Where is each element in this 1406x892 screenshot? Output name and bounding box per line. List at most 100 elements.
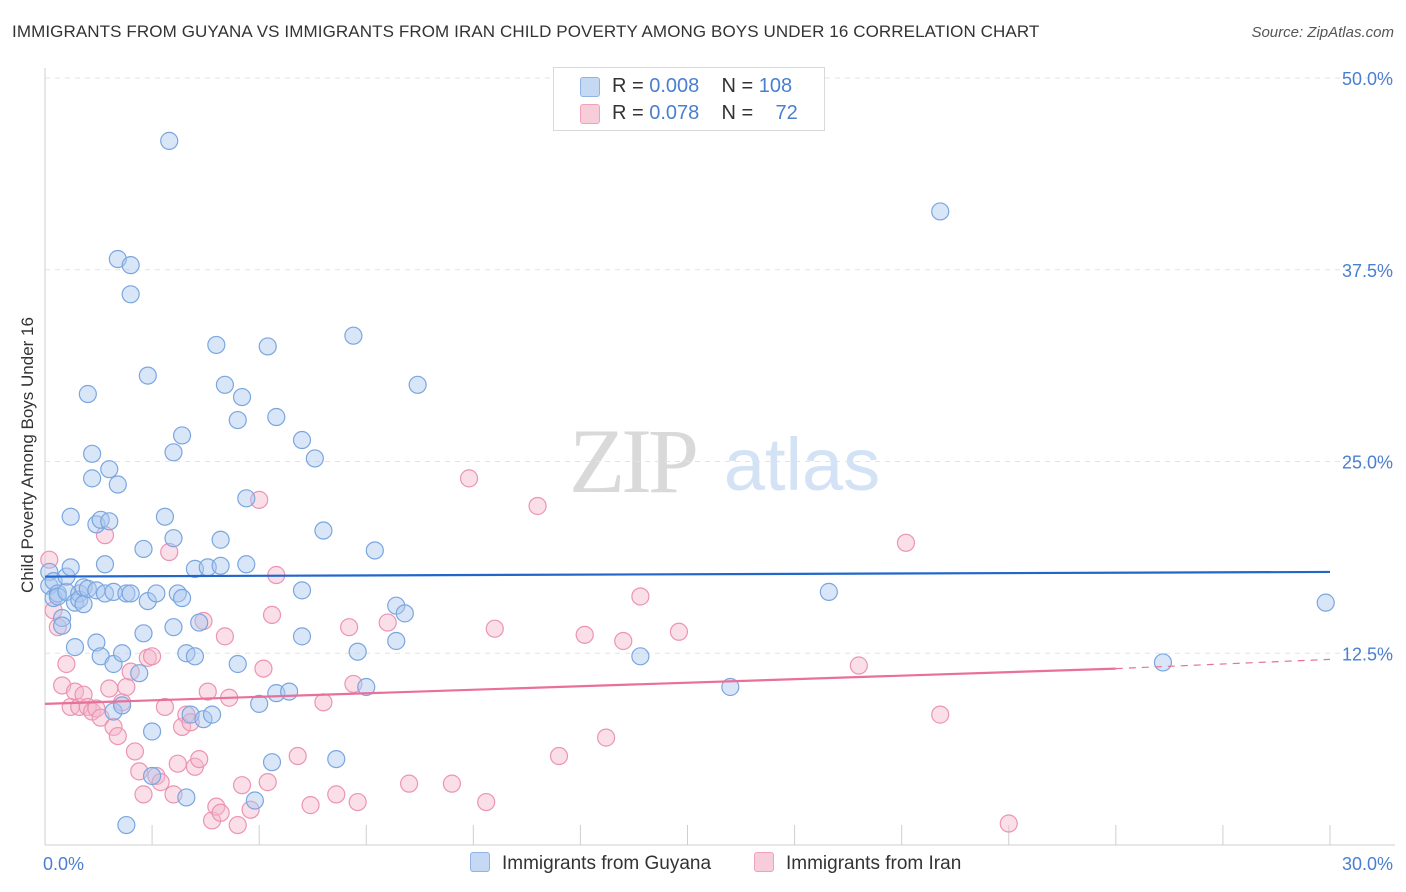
guyana-point[interactable] (61, 558, 80, 577)
guyana-point[interactable] (147, 584, 166, 603)
iran-point[interactable] (301, 796, 320, 815)
iran-point[interactable] (931, 705, 950, 724)
iran-point[interactable] (104, 717, 123, 736)
iran-point[interactable] (258, 773, 277, 792)
guyana-point[interactable] (112, 696, 132, 715)
guyana-point[interactable] (292, 627, 312, 646)
guyana-point[interactable] (721, 677, 740, 697)
guyana-point[interactable] (292, 430, 312, 450)
iran-point[interactable] (215, 627, 234, 646)
iran-point[interactable] (117, 677, 136, 697)
guyana-point[interactable] (95, 555, 115, 574)
guyana-point[interactable] (267, 407, 286, 427)
guyana-point[interactable] (117, 815, 136, 835)
guyana-point[interactable] (819, 582, 838, 601)
iran-point[interactable] (442, 774, 462, 793)
iran-point[interactable] (125, 742, 145, 761)
guyana-point[interactable] (61, 507, 80, 526)
iran-point[interactable] (459, 469, 479, 488)
guyana-point[interactable] (237, 489, 256, 508)
iran-point[interactable] (378, 613, 397, 632)
guyana-point[interactable] (172, 588, 192, 608)
guyana-point[interactable] (74, 595, 93, 614)
guyana-point[interactable] (387, 631, 406, 651)
guyana-point[interactable] (78, 384, 97, 404)
guyana-point[interactable] (190, 613, 209, 632)
guyana-point[interactable] (357, 677, 376, 697)
guyana-point[interactable] (211, 530, 230, 549)
guyana-point[interactable] (100, 460, 119, 479)
iran-point[interactable] (528, 496, 547, 516)
bottom-legend-guyana[interactable]: Immigrants from Guyana (470, 852, 711, 875)
guyana-point[interactable] (121, 584, 140, 603)
guyana-point[interactable] (164, 618, 183, 637)
guyana-point[interactable] (202, 705, 222, 724)
guyana-point[interactable] (327, 749, 346, 769)
iran-point[interactable] (134, 785, 153, 804)
guyana-point[interactable] (245, 791, 264, 810)
iran-point[interactable] (288, 746, 307, 766)
guyana-point[interactable] (314, 521, 333, 540)
guyana-point[interactable] (631, 647, 650, 666)
guyana-point[interactable] (53, 616, 72, 635)
guyana-point[interactable] (258, 337, 277, 356)
guyana-point[interactable] (108, 475, 127, 494)
bottom-legend-iran[interactable]: Immigrants from Iran (754, 852, 961, 875)
guyana-point[interactable] (348, 642, 367, 661)
iran-point[interactable] (340, 618, 359, 637)
guyana-point[interactable] (931, 202, 950, 221)
guyana-point[interactable] (262, 753, 282, 772)
iran-point[interactable] (614, 631, 633, 651)
iran-point[interactable] (597, 728, 616, 747)
guyana-point[interactable] (53, 608, 72, 628)
guyana-point[interactable] (134, 539, 153, 559)
guyana-point[interactable] (87, 633, 106, 652)
guyana-point[interactable] (177, 788, 196, 807)
guyana-point[interactable] (83, 444, 102, 463)
iran-point[interactable] (228, 815, 247, 835)
guyana-point[interactable] (138, 366, 157, 385)
iran-point[interactable] (485, 619, 504, 638)
guyana-point[interactable] (194, 710, 213, 729)
guyana-point[interactable] (344, 326, 363, 345)
guyana-point[interactable] (121, 285, 140, 304)
iran-point[interactable] (87, 699, 106, 718)
guyana-point[interactable] (211, 556, 230, 575)
guyana-point[interactable] (305, 449, 324, 468)
guyana-point[interactable] (232, 387, 252, 407)
guyana-point[interactable] (65, 638, 85, 657)
iran-point[interactable] (241, 800, 260, 819)
guyana-point[interactable] (228, 410, 247, 430)
iran-point[interactable] (631, 587, 650, 606)
iran-point[interactable] (155, 697, 175, 717)
guyana-point[interactable] (164, 529, 183, 548)
guyana-point[interactable] (155, 507, 175, 526)
guyana-point[interactable] (172, 426, 192, 445)
guyana-point[interactable] (117, 584, 136, 603)
guyana-point[interactable] (160, 131, 179, 150)
iran-point[interactable] (57, 654, 76, 674)
iran-point[interactable] (198, 682, 217, 701)
guyana-point[interactable] (48, 587, 67, 606)
guyana-point[interactable] (1153, 653, 1173, 672)
iran-point[interactable] (168, 754, 187, 773)
iran-point[interactable] (399, 774, 419, 793)
guyana-point[interactable] (408, 375, 427, 394)
iran-point[interactable] (669, 622, 689, 641)
guyana-point[interactable] (280, 682, 299, 701)
guyana-point[interactable] (83, 469, 102, 488)
guyana-point[interactable] (292, 581, 312, 600)
iran-point[interactable] (108, 726, 127, 746)
iran-point[interactable] (254, 659, 273, 678)
iran-point[interactable] (190, 749, 209, 769)
iran-point[interactable] (262, 605, 282, 625)
guyana-point[interactable] (250, 694, 269, 713)
iran-point[interactable] (896, 533, 916, 552)
iran-point[interactable] (999, 814, 1018, 833)
iran-point[interactable] (142, 647, 162, 666)
iran-point[interactable] (100, 679, 119, 698)
iran-point[interactable] (160, 542, 179, 562)
guyana-point[interactable] (142, 722, 162, 741)
guyana-point[interactable] (121, 256, 140, 275)
guyana-point[interactable] (1316, 593, 1335, 612)
